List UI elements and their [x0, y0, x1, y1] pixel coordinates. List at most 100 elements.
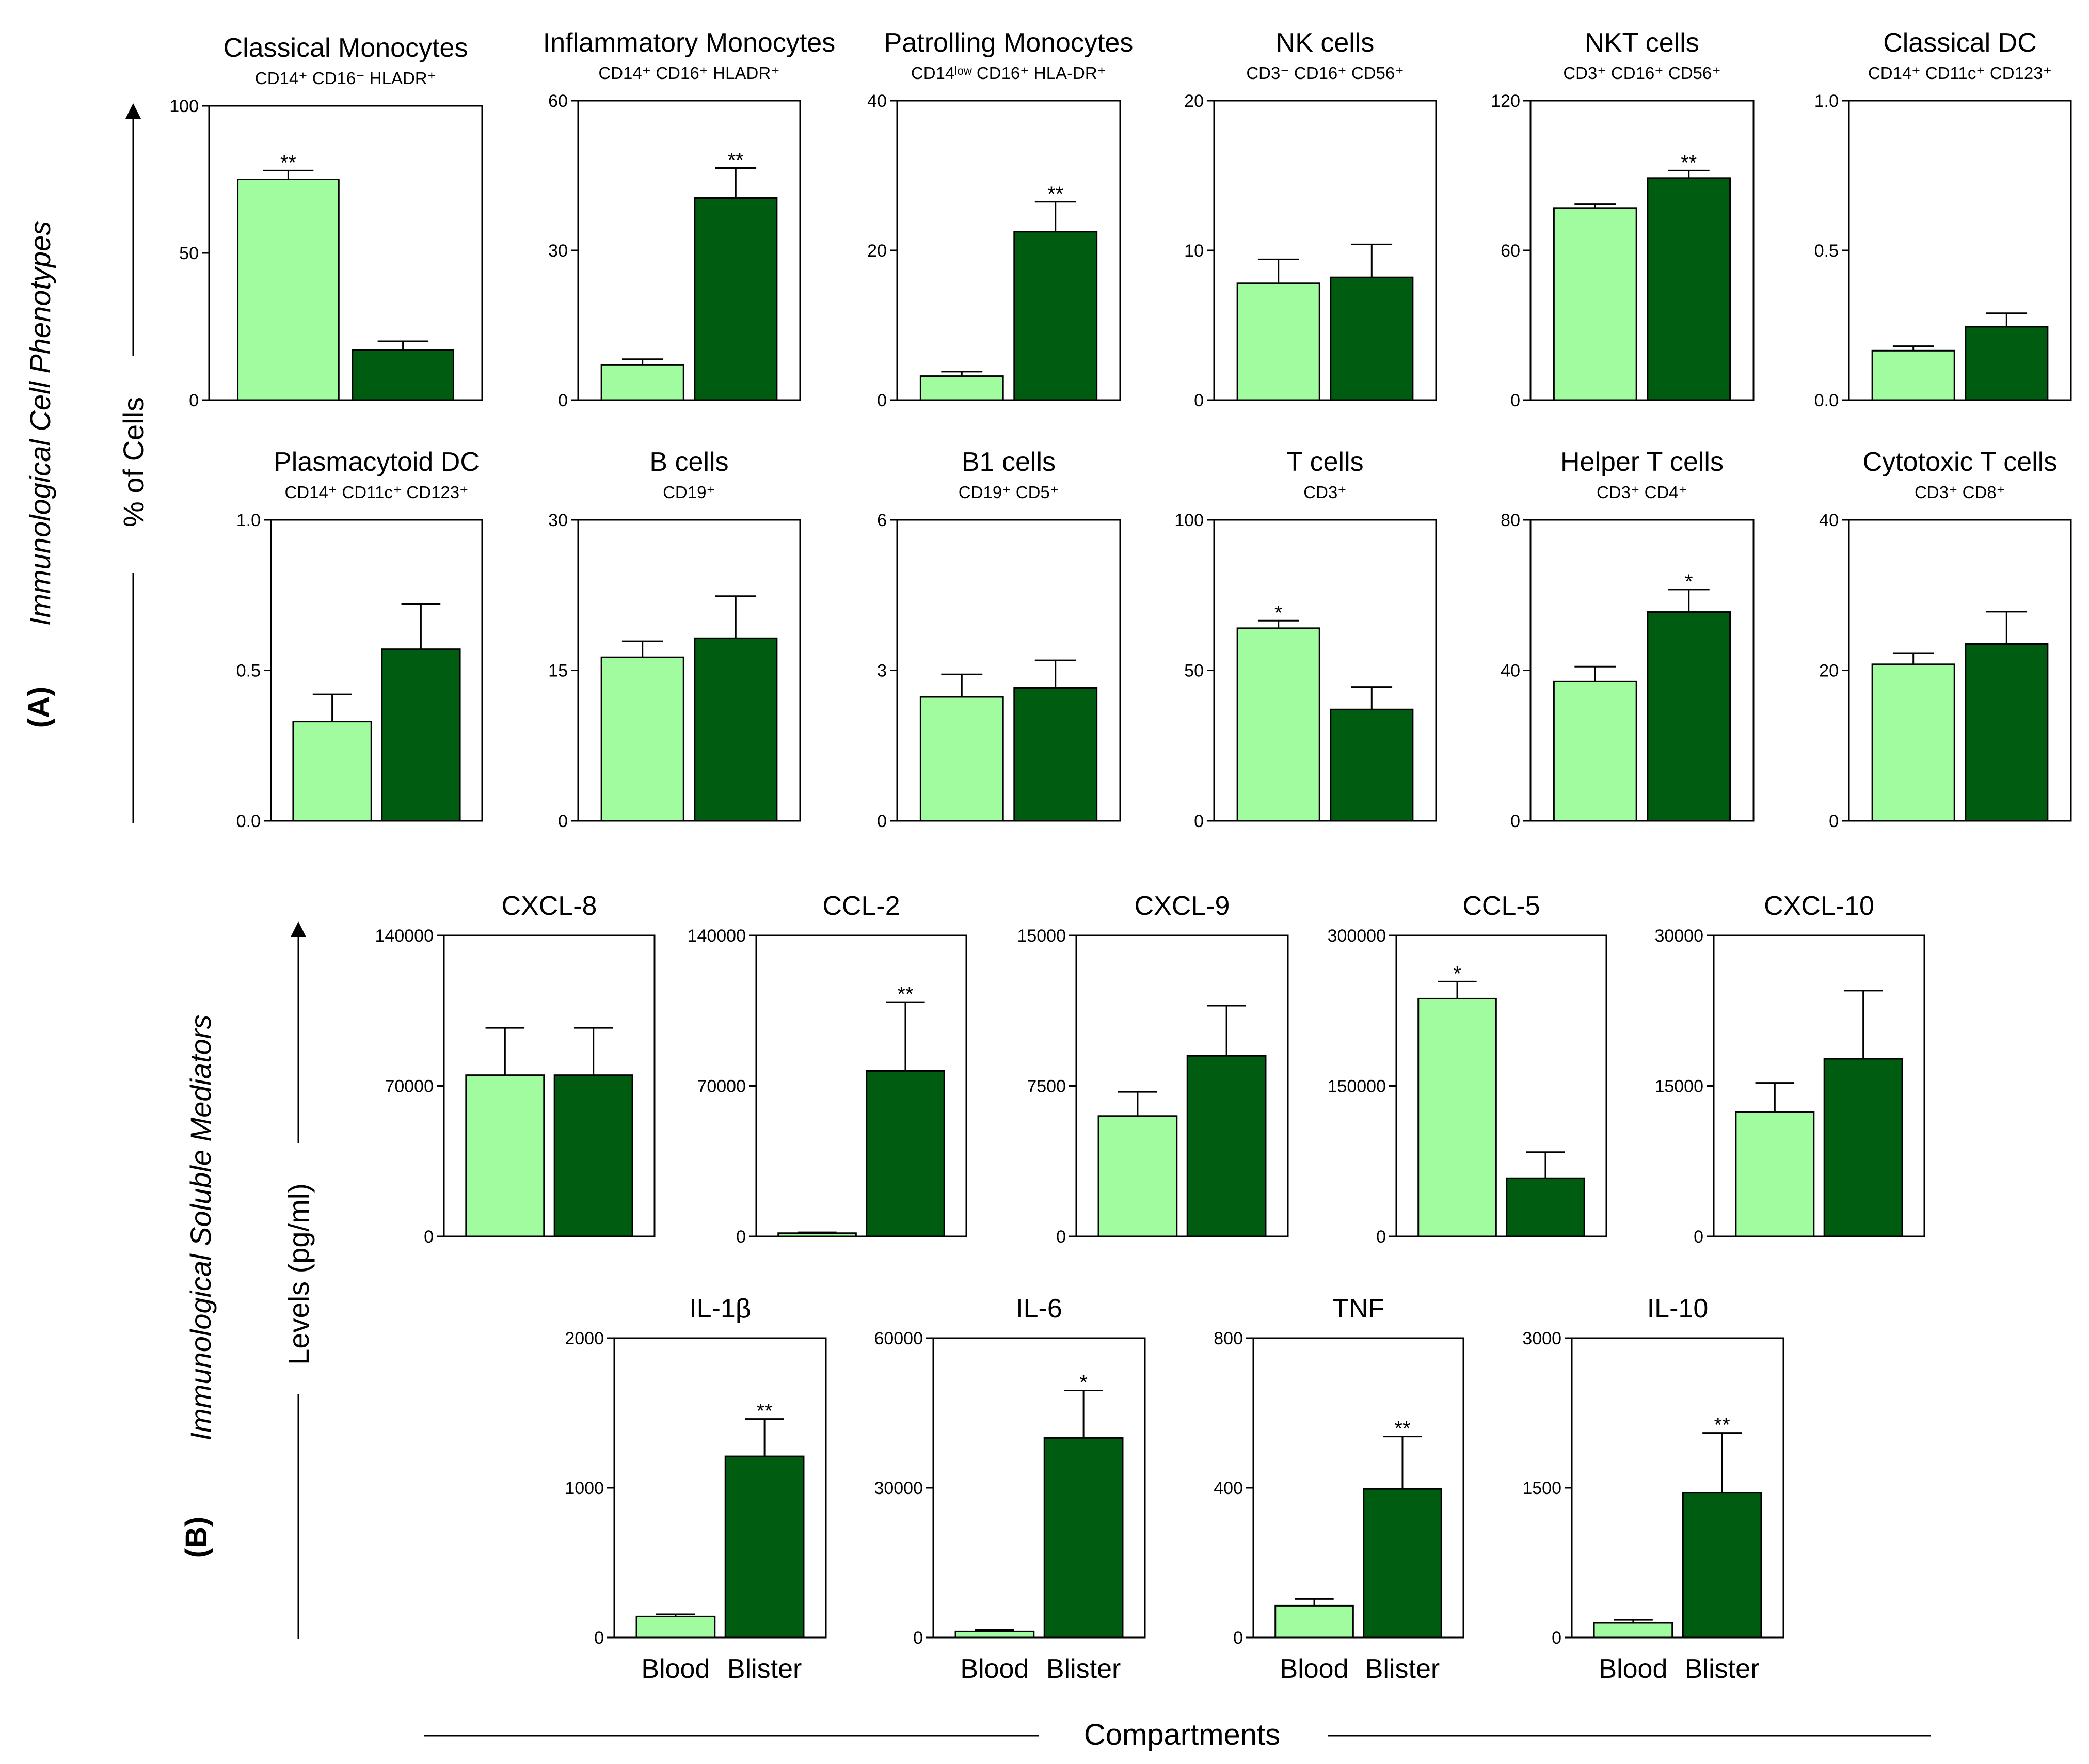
x-tick-label-blister: Blister: [1046, 1654, 1121, 1684]
y-tick-label: 3000: [1522, 1329, 1561, 1348]
y-tick-label: 400: [1214, 1479, 1243, 1498]
bar-blister: [352, 349, 454, 401]
y-tick-label: 0: [1552, 1628, 1561, 1648]
bar-blood: [292, 721, 372, 822]
significance-marker: *: [1453, 962, 1461, 985]
axis-label-a: % of Cells: [117, 397, 150, 527]
significance-marker: *: [1079, 1372, 1088, 1394]
bar-blister: [1647, 611, 1731, 822]
y-tick-label: 15: [548, 661, 568, 681]
y-tick-label: 0: [1376, 1227, 1386, 1247]
y-tick-label: 0: [1510, 812, 1520, 831]
chart-patrolling-monocytes: Patrolling Monocytes CD14ˡᵒʷ CD16⁺ HLA-DR…: [867, 28, 1133, 410]
y-tick-label: 120: [1491, 91, 1520, 111]
chart-title: IL-10: [1647, 1294, 1709, 1324]
chart-subtitle: CD3⁺ CD16⁺ CD56⁺: [1563, 63, 1720, 83]
chart-title: B cells: [649, 447, 728, 477]
y-tick-label: 3: [877, 661, 887, 681]
bar-blood: [1097, 1115, 1178, 1237]
chart-title: Classical Monocytes: [224, 33, 468, 63]
chart-subtitle: CD3⁻ CD16⁺ CD56⁺: [1246, 63, 1404, 83]
y-tick-label: 0: [594, 1628, 604, 1648]
y-tick-label: 80: [1501, 511, 1520, 530]
significance-marker: **: [1047, 183, 1063, 205]
chart-title: NK cells: [1276, 28, 1375, 58]
y-tick-label: 0: [1694, 1227, 1703, 1247]
chart-title: Patrolling Monocytes: [884, 28, 1134, 58]
bar-blood: [237, 179, 340, 401]
x-tick-label-blood: Blood: [1280, 1654, 1349, 1684]
chart-title: Inflammatory Monocytes: [543, 28, 835, 58]
y-tick-label: 100: [169, 97, 199, 116]
bar-blister: [1013, 231, 1098, 401]
chart-ccl-5: CCL-5 * 0 150000 300000: [1328, 891, 1607, 1247]
bar-blood: [1871, 349, 1955, 401]
y-tick-label: 0: [1194, 812, 1204, 831]
y-tick-label: 40: [1501, 661, 1520, 681]
chart-title: NKT cells: [1585, 28, 1699, 58]
y-tick-label: 0: [1056, 1227, 1066, 1247]
y-tick-label: 1500: [1522, 1479, 1561, 1498]
y-tick-label: 20: [1819, 661, 1839, 681]
chart-b-cells: B cells CD19⁺ 0 15 30: [548, 447, 801, 831]
y-tick-label: 20: [867, 241, 887, 261]
chart-title: CXCL-9: [1135, 891, 1230, 921]
chart-il-6: IL-6 Blood * Blister 0 30000 60000: [874, 1294, 1146, 1684]
chart-subtitle: CD14⁺ CD11c⁺ CD123⁺: [284, 483, 468, 502]
y-tick-label: 0.5: [1814, 241, 1839, 261]
bar-blister: [1363, 1488, 1442, 1639]
chart-ccl-2: CCL-2 ** 0 70000 140000: [688, 891, 967, 1247]
chart-il-1b: IL-1β Blood ** Blister 0 1000 2000: [565, 1294, 827, 1684]
axis-label-b: Levels (pg/ml): [282, 1183, 315, 1365]
bar-blood: [1593, 1622, 1673, 1639]
y-tick-label: 60: [1501, 241, 1520, 261]
y-tick-label: 100: [1174, 511, 1204, 530]
bar-blister: [1647, 177, 1731, 401]
significance-marker: *: [1274, 601, 1283, 624]
chart-plasmacytoid-dc: Plasmacytoid DC CD14⁺ CD11c⁺ CD123⁺ 0.0 0.5…: [236, 447, 483, 831]
chart-title: T cells: [1286, 447, 1363, 477]
y-tick-label: 70000: [385, 1077, 434, 1096]
chart-cxcl-8: CXCL-8 0 70000 140000: [375, 891, 656, 1247]
bar-blister: [381, 648, 461, 822]
bar-blood: [919, 696, 1004, 822]
chart-subtitle: CD19⁺ CD5⁺: [959, 483, 1059, 502]
compartments-label: Compartments: [1084, 1718, 1280, 1752]
y-tick-label: 60000: [874, 1329, 923, 1348]
y-tick-label: 40: [867, 91, 887, 111]
bar-blister: [694, 197, 778, 401]
bar-blood: [465, 1074, 545, 1237]
chart-cxcl-10: CXCL-10 0 15000 30000: [1654, 891, 1925, 1247]
x-tick-label-blister: Blister: [727, 1654, 802, 1684]
y-tick-label: 0: [1510, 391, 1520, 410]
chart-title: Classical DC: [1883, 28, 2037, 58]
y-tick-label: 50: [1184, 661, 1204, 681]
chart-subtitle: CD19⁺: [663, 483, 715, 502]
y-tick-label: 30: [548, 241, 568, 261]
chart-title: IL-1β: [689, 1294, 751, 1324]
chart-title: TNF: [1332, 1294, 1384, 1324]
bar-blister: [1506, 1177, 1585, 1237]
bar-blister: [1965, 326, 2049, 401]
significance-marker: **: [728, 149, 744, 172]
significance-marker: **: [757, 1400, 773, 1423]
chart-inflammatory-monocytes: Inflammatory Monocytes CD14⁺ CD16⁺ HLADR⁺…: [543, 28, 835, 410]
y-tick-label: 2000: [565, 1329, 604, 1348]
significance-marker: **: [1394, 1418, 1410, 1440]
bar-blood: [1417, 997, 1497, 1237]
y-tick-label: 1.0: [236, 511, 261, 530]
bar-blister: [1330, 708, 1414, 822]
bar-blister: [1013, 687, 1098, 822]
chart-cxcl-9: CXCL-9 0 7500 15000: [1017, 891, 1289, 1247]
y-tick-label: 6: [877, 511, 887, 530]
y-tick-label: 0: [558, 391, 568, 410]
y-tick-label: 140000: [688, 926, 746, 946]
chart-title: B1 cells: [962, 447, 1056, 477]
y-tick-label: 1.0: [1814, 91, 1839, 111]
significance-marker: **: [897, 983, 913, 1006]
y-tick-label: 30000: [874, 1479, 923, 1498]
y-tick-label: 150000: [1328, 1077, 1386, 1096]
chart-title: IL-6: [1016, 1294, 1062, 1324]
x-tick-label-blood: Blood: [960, 1654, 1029, 1684]
chart-subtitle: CD14⁺ CD16⁻ HLADR⁺: [255, 69, 436, 88]
